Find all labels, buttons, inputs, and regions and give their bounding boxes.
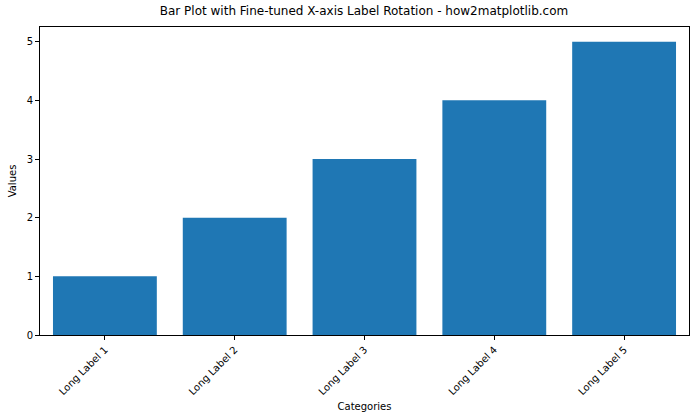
svg-text:Values: Values: [7, 165, 18, 198]
svg-text:2: 2: [27, 212, 33, 223]
svg-text:3: 3: [27, 154, 33, 165]
svg-text:Bar Plot with Fine-tuned X-axi: Bar Plot with Fine-tuned X-axis Label Ro…: [160, 4, 568, 18]
svg-text:1: 1: [27, 271, 33, 282]
svg-text:Long Label 2: Long Label 2: [187, 344, 240, 397]
svg-text:Categories: Categories: [338, 401, 392, 412]
svg-text:4: 4: [27, 95, 33, 106]
svg-text:5: 5: [27, 36, 33, 47]
svg-text:Long Label 1: Long Label 1: [57, 344, 110, 397]
svg-text:Long Label 5: Long Label 5: [576, 344, 629, 397]
svg-text:0: 0: [27, 330, 33, 341]
svg-text:Long Label 3: Long Label 3: [316, 344, 369, 397]
svg-text:Long Label 4: Long Label 4: [446, 344, 499, 397]
